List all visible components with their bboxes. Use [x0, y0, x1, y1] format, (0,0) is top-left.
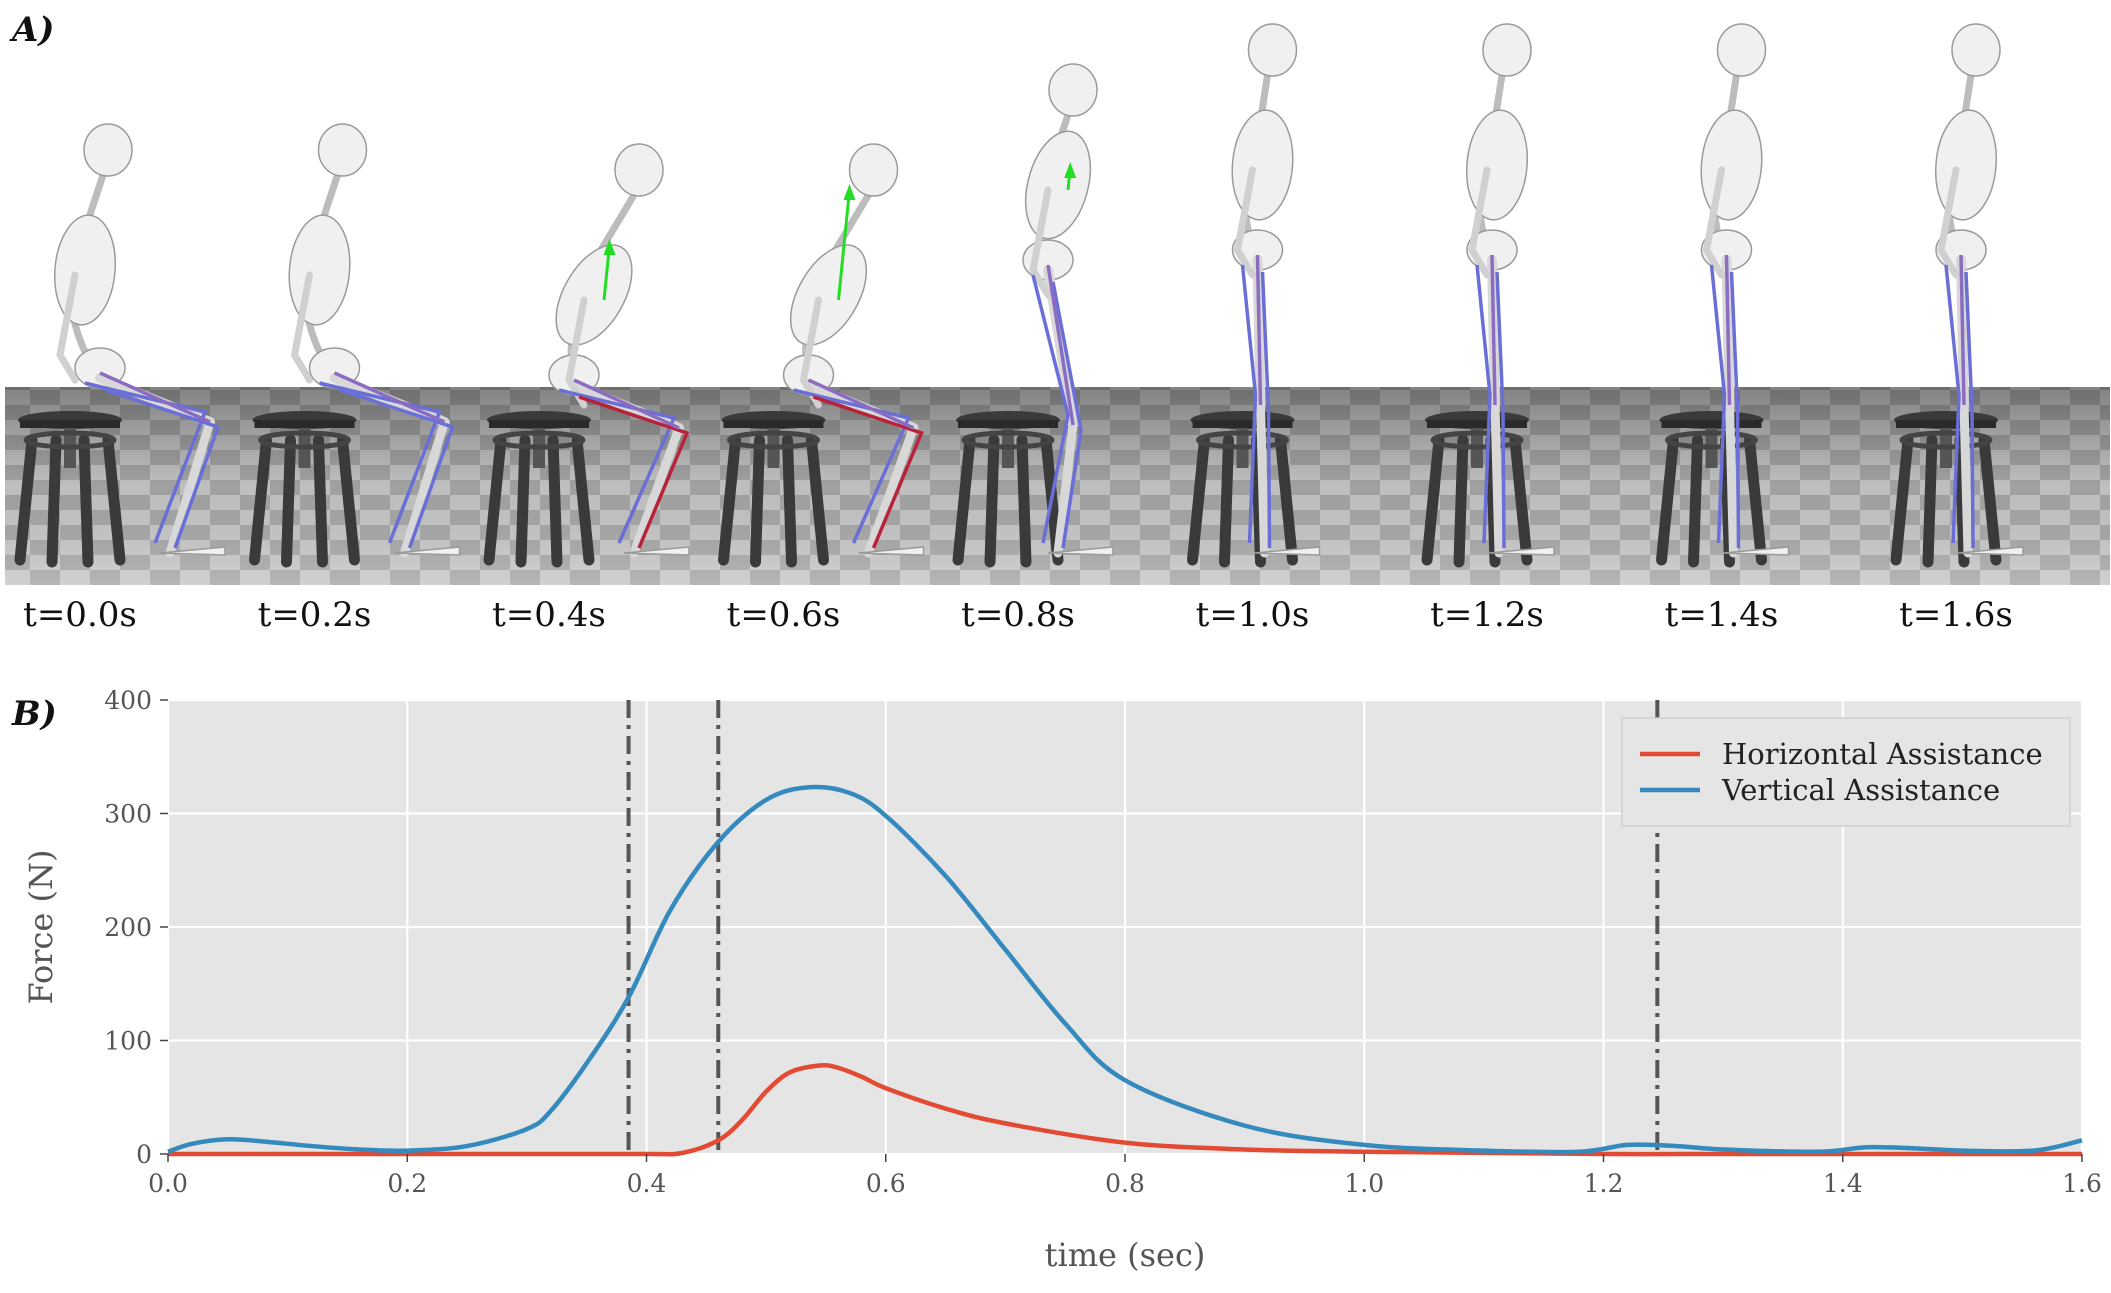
frame-4: t=0.8s: [952, 63, 1114, 635]
frame-3: t=0.6s: [718, 143, 925, 635]
y-tick-label: 400: [104, 686, 152, 715]
simulation-strip: t=0.0s t=0.2s t=0.4s t=0.6s t=0.8s t=1.0s t=1.…: [5, 23, 2110, 635]
legend-entry: Vertical Assistance: [1721, 773, 2000, 807]
series-group: [167, 784, 2083, 1157]
legend-box: [1621, 717, 2071, 827]
frame-caption: t=0.2s: [258, 595, 372, 635]
muscles: [558, 378, 690, 549]
series-line-vertical: [167, 784, 2083, 1155]
x-tick-label: 0.8: [1105, 1169, 1145, 1198]
skeleton: [1231, 23, 1321, 558]
x-tick-label: 0.4: [627, 1169, 667, 1198]
panel-a-label: A): [12, 10, 55, 50]
muscles: [1475, 254, 1506, 549]
frames-group: t=0.0s t=0.2s t=0.4s t=0.6s t=0.8s t=1.0s t=1.…: [14, 23, 2024, 635]
frame-8: t=1.6s: [1890, 23, 2024, 635]
x-tick-label: 1.0: [1344, 1169, 1384, 1198]
frame-5: t=1.0s: [1187, 23, 1321, 635]
x-tick-label: 1.2: [1584, 1169, 1624, 1198]
frame-caption: t=1.2s: [1430, 595, 1544, 635]
muscles: [1240, 254, 1272, 549]
frame-0: t=0.0s: [14, 123, 226, 635]
muscles: [84, 371, 221, 549]
muscles: [1031, 264, 1083, 549]
frame-caption: t=0.4s: [492, 595, 606, 635]
stool: [249, 411, 360, 568]
series-line-horizontal: [168, 1062, 2082, 1157]
frame-caption: t=0.8s: [961, 595, 1075, 635]
x-tick-label: 0.6: [866, 1169, 906, 1198]
assistance-arrow: [1064, 162, 1077, 191]
legend-entry: Horizontal Assistance: [1722, 737, 2043, 771]
frame-2: t=0.4s: [483, 143, 690, 635]
x-axis-title: time (sec): [1045, 1236, 1206, 1274]
y-tick-label: 300: [104, 800, 152, 829]
frame-1: t=0.2s: [249, 123, 461, 635]
muscles: [1709, 254, 1741, 549]
stool: [1187, 411, 1298, 568]
assistance-arrow: [837, 184, 856, 301]
frame-caption: t=1.6s: [1899, 595, 2013, 635]
stool: [718, 411, 829, 568]
y-tick-label: 0: [136, 1140, 152, 1169]
y-axis-title: Force (N): [22, 849, 60, 1004]
frame-caption: t=1.0s: [1196, 595, 1310, 635]
frame-caption: t=0.0s: [23, 595, 137, 635]
panel-b-label: B): [12, 694, 57, 734]
assistance-arrow: [602, 239, 616, 301]
muscles: [319, 371, 455, 549]
stool: [483, 411, 595, 568]
frame-caption: t=1.4s: [1665, 595, 1779, 635]
force-chart: 0.0 0.2 0.4 0.6 0.8 1.0 1.2 1.4 1.6 0 100 200 300 400…: [22, 686, 2102, 1274]
y-tick-label: 100: [104, 1027, 152, 1056]
muscles: [793, 378, 924, 549]
x-tick-label: 1.4: [1823, 1169, 1863, 1198]
tick-marks: 0.0 0.2 0.4 0.6 0.8 1.0 1.2 1.4 1.6 0 100 200 300 400: [104, 686, 2102, 1198]
y-tick-label: 200: [104, 913, 152, 942]
stool: [14, 411, 126, 568]
x-tick-label: 1.6: [2062, 1169, 2102, 1198]
muscles: [1944, 254, 1975, 549]
frame-caption: t=0.6s: [727, 595, 841, 635]
x-tick-label: 0.2: [387, 1169, 427, 1198]
frame-7: t=1.4s: [1656, 23, 1790, 635]
frame-6: t=1.2s: [1421, 23, 1555, 635]
x-tick-label: 0.0: [148, 1169, 188, 1198]
